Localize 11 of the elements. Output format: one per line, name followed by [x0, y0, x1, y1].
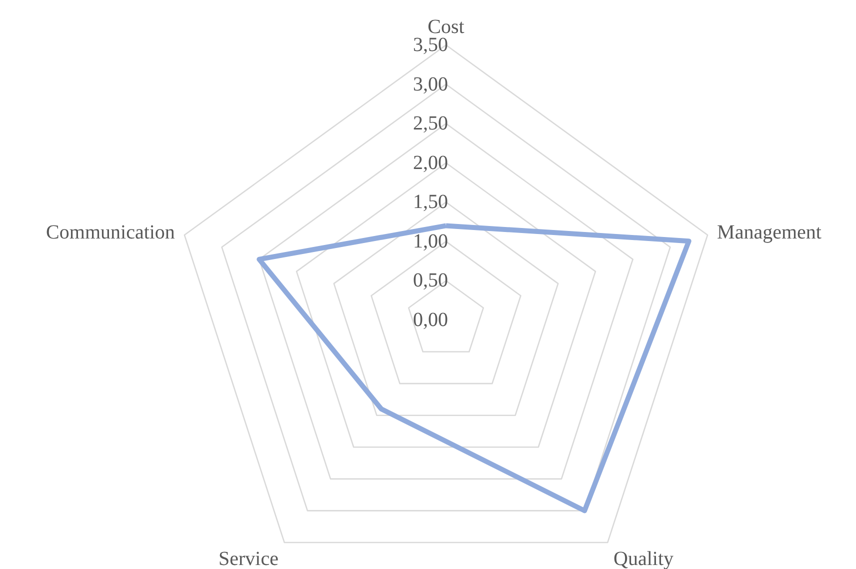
spoke-label: Service	[218, 548, 279, 569]
y-tick-label: 1,50	[413, 191, 448, 214]
spoke-label: Management	[717, 222, 822, 244]
y-tick-label: 0,50	[413, 270, 448, 292]
y-tick-label: 1,00	[413, 230, 448, 252]
y-tick-label: 2,00	[413, 152, 448, 174]
y-tick-label: 0,00	[413, 309, 448, 331]
y-tick-label: 3,00	[413, 73, 448, 96]
y-tick-label: 2,50	[413, 112, 448, 135]
spoke-label: Communication	[46, 222, 175, 244]
spoke-label: Quality	[614, 548, 674, 569]
